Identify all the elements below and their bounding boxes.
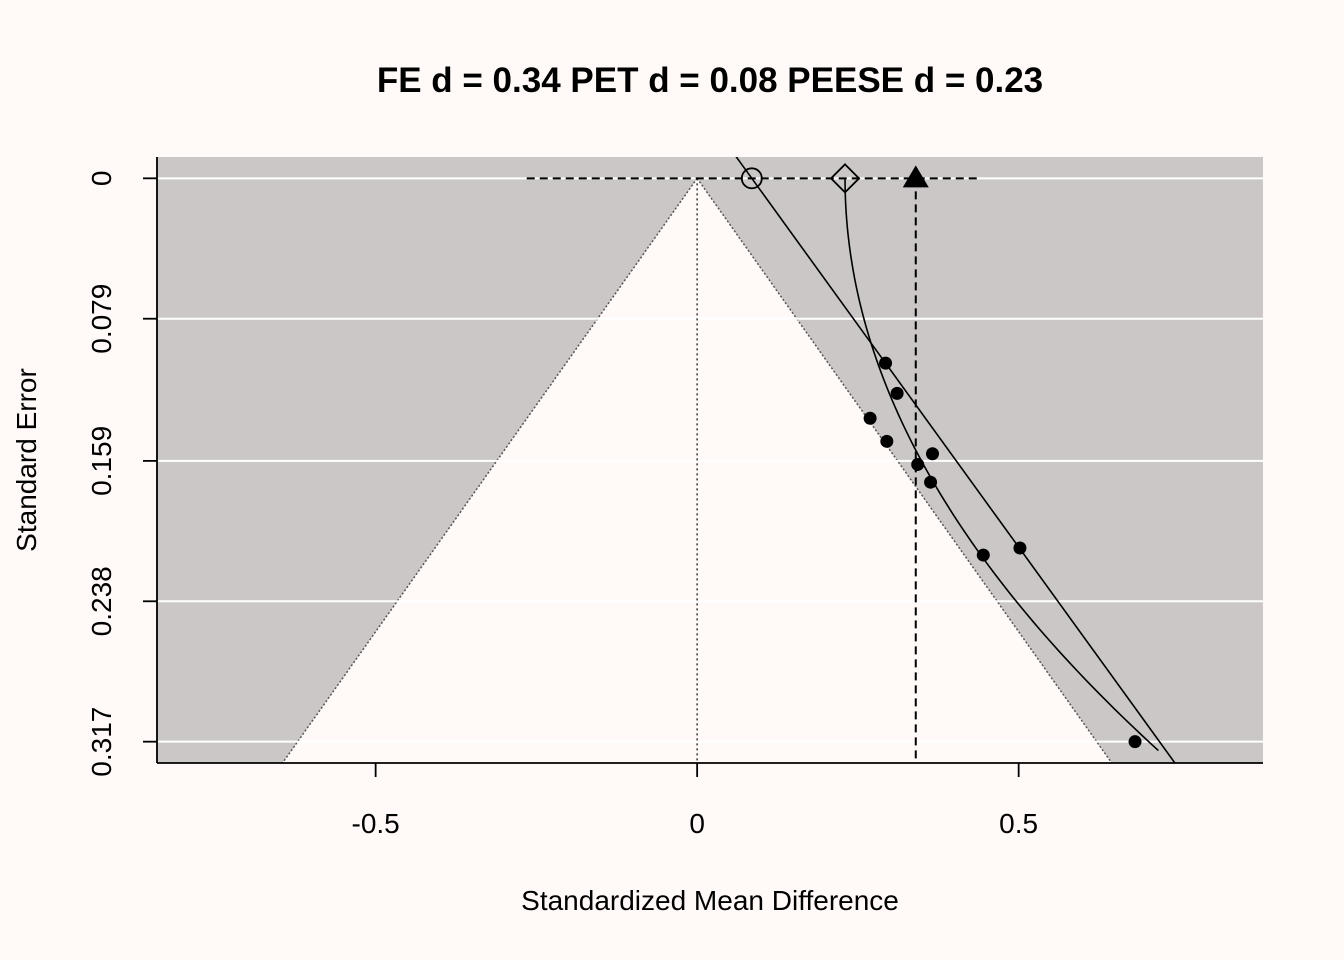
y-tick-label-0: 0 — [86, 171, 117, 187]
pet-estimate-marker — [740, 167, 763, 190]
fe-estimate-marker — [902, 165, 929, 188]
y-tick-label-2: 0.159 — [86, 426, 117, 496]
data-point-4 — [925, 447, 939, 461]
data-point-0 — [879, 356, 893, 370]
x-tick-label-1: 0 — [689, 808, 705, 839]
data-point-3 — [880, 434, 894, 448]
data-point-5 — [911, 457, 925, 471]
x-tick-label-2: 0.5 — [999, 808, 1038, 839]
y-tick-label-3: 0.238 — [86, 566, 117, 636]
x-axis-label: Standardized Mean Difference — [521, 885, 899, 916]
data-point-2 — [863, 411, 877, 425]
data-point-1 — [890, 386, 904, 400]
funnel-right-boundary — [696, 177, 1113, 763]
y-tick-label-1: 0.079 — [86, 284, 117, 354]
funnel-left-boundary — [281, 177, 698, 763]
y-axis-label: Standard Error — [11, 368, 42, 552]
data-point-8 — [976, 548, 990, 562]
chart-title: FE d = 0.34 PET d = 0.08 PEESE d = 0.23 — [377, 61, 1043, 100]
x-tick-label-0: -0.5 — [352, 808, 400, 839]
data-point-9 — [1128, 735, 1142, 749]
plot-clip-group — [157, 157, 1263, 763]
data-point-7 — [1013, 541, 1027, 555]
data-point-6 — [924, 475, 938, 489]
peese-estimate-marker — [829, 163, 861, 194]
plot-region: -0.5 0 0.5 0 0.079 0.159 0.238 0.317 — [86, 157, 1263, 839]
funnel-region — [282, 178, 1112, 763]
pet-regression-line — [735, 157, 1176, 763]
y-tick-label-4: 0.317 — [86, 707, 117, 777]
